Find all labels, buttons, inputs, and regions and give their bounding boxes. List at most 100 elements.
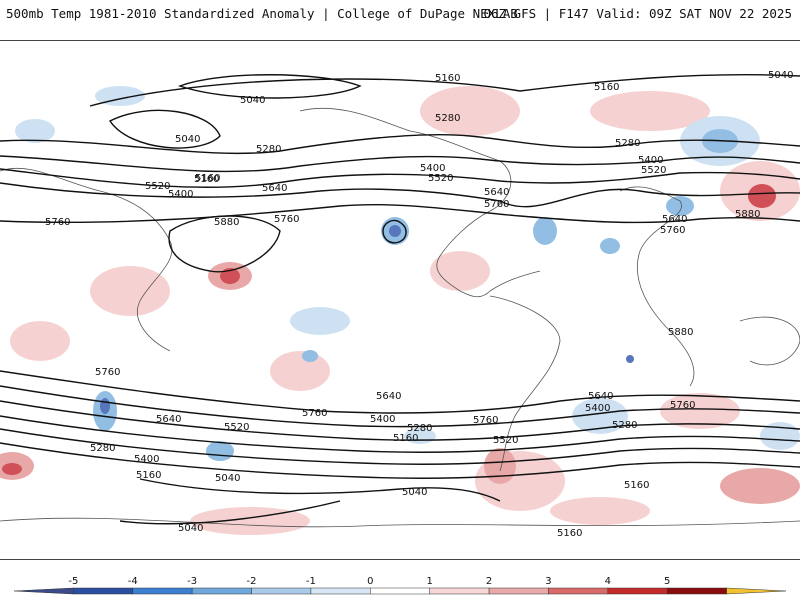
contour-5880-high <box>168 215 281 273</box>
colorbar-tick-label: 5 <box>664 576 670 587</box>
contour-label: 5160 <box>624 480 649 491</box>
anomaly-negative <box>626 355 634 363</box>
coast-north-america <box>299 107 541 298</box>
anomaly-positive <box>270 351 330 391</box>
contour-label: 5040 <box>240 95 265 106</box>
contour-label: 5280 <box>90 443 115 454</box>
contour-5760-north <box>0 203 800 224</box>
contour-label: 5400 <box>638 155 663 166</box>
colorbar-swatch <box>607 587 668 595</box>
contour-label: 5280 <box>256 144 281 155</box>
coast-antarctica <box>0 517 800 528</box>
contour-label: 5280 <box>407 423 432 434</box>
contour-label: 5040 <box>402 487 427 498</box>
model-valid-time: 06Z GFS | F147 Valid: 09Z SAT NOV 22 202… <box>483 6 792 21</box>
anomaly-positive <box>748 184 776 208</box>
contour-label: 5040 <box>215 473 240 484</box>
contour-label: 5640 <box>588 391 613 402</box>
contour-label: 5520 <box>224 422 249 433</box>
contour-label: 5520 <box>428 173 453 184</box>
contour-label: 5040 <box>768 70 793 81</box>
header: 500mb Temp 1981-2010 Standardized Anomal… <box>0 0 800 30</box>
contour-label: 5640 <box>484 187 509 198</box>
contour-5160-south <box>0 442 800 479</box>
contour-label: 5160 <box>594 82 619 93</box>
contour-5040-west <box>108 109 221 149</box>
colorbar-swatch <box>370 587 430 595</box>
contour-label: 5640 <box>156 414 181 425</box>
anomaly-positive <box>2 463 22 475</box>
anomaly-negative <box>302 350 318 362</box>
colorbar-tick-label: -2 <box>247 576 257 587</box>
colorbar-swatch <box>251 587 312 595</box>
contour-label: 5160 <box>557 528 582 539</box>
colorbar-tick-label: 1 <box>427 576 433 587</box>
contour-label: 5400 <box>168 189 193 200</box>
contour-label: 5760 <box>660 225 685 236</box>
map-canvas: 5160 5040 5040 5160 5040 5280 5280 5160 … <box>0 70 800 539</box>
colorbar-tick-label: -3 <box>187 576 197 587</box>
height-contours <box>0 73 800 525</box>
contour-label: 5760 <box>670 400 695 411</box>
colorbar-tick-label: -1 <box>306 576 316 587</box>
anomaly-positive <box>420 86 520 136</box>
world-map: 5160 5040 5040 5160 5040 5280 5280 5160 … <box>0 40 800 560</box>
anomaly-negative <box>533 217 557 245</box>
anomaly-positive <box>90 266 170 316</box>
contour-5040-north <box>177 74 362 99</box>
contour-label: 5760 <box>95 367 120 378</box>
anomaly-negative <box>572 398 628 434</box>
contour-5040-antarctic <box>119 500 341 525</box>
contour-label: 5400 <box>370 414 395 425</box>
contour-label: 5520 <box>641 165 666 176</box>
coast-south-america <box>489 295 561 472</box>
anomaly-positive <box>430 251 490 291</box>
contour-label: 5160 <box>136 470 161 481</box>
contour-label: 5880 <box>214 217 239 228</box>
colorbar-tick-label: 3 <box>545 576 551 587</box>
contour-label: 5280 <box>612 420 637 431</box>
contour-5520-north <box>0 168 800 188</box>
anomaly-positive <box>10 321 70 361</box>
colorbar-swatch <box>726 587 787 595</box>
anomaly-negative <box>389 225 401 237</box>
colorbar-tick-label: -5 <box>68 576 78 587</box>
contour-label: 5760 <box>302 408 327 419</box>
contour-label: 5160 <box>194 174 219 185</box>
contour-label: 5640 <box>262 183 287 194</box>
contour-label: 5400 <box>585 403 610 414</box>
anomaly-positive <box>590 91 710 131</box>
anomaly-negative <box>666 196 694 216</box>
colorbar-swatch <box>310 587 371 595</box>
colorbar-tick-label: 2 <box>486 576 492 587</box>
anomaly-positive <box>484 448 516 484</box>
contour-5400-south <box>0 415 800 453</box>
colorbar-canvas: -5 -4 -3 -2 -1 0 1 2 3 4 5 <box>13 576 787 595</box>
anomaly-negative <box>290 307 350 335</box>
contour-label: 5880 <box>668 327 693 338</box>
contour-cutoff-low <box>382 219 407 244</box>
contour-label: 5160 <box>435 73 460 84</box>
anomaly-positive <box>660 393 740 429</box>
contour-5160-north <box>89 73 800 107</box>
anomaly-negative <box>15 119 55 143</box>
contour-5280-south <box>0 428 800 465</box>
contour-5280-north <box>0 134 800 155</box>
anomaly-negative <box>760 422 800 450</box>
contour-label: 5760 <box>473 415 498 426</box>
colorbar-tick-label: 4 <box>605 576 611 587</box>
colorbar-swatch <box>13 587 74 595</box>
contour-label: 5280 <box>615 138 640 149</box>
contour-5400-north <box>0 155 800 173</box>
contour-label: 5760 <box>45 217 70 228</box>
anomaly-shading <box>0 86 800 535</box>
contour-label: 5040 <box>175 134 200 145</box>
colorbar-swatch <box>666 587 727 595</box>
colorbar-tick-label: -4 <box>128 576 138 587</box>
contour-5640-south <box>0 385 800 428</box>
contour-label: 5520 <box>493 435 518 446</box>
contour-label: 5160 <box>195 173 220 184</box>
contour-5760-south <box>0 370 800 414</box>
contour-label: 5760 <box>484 199 509 210</box>
colorbar-swatch <box>191 587 252 595</box>
